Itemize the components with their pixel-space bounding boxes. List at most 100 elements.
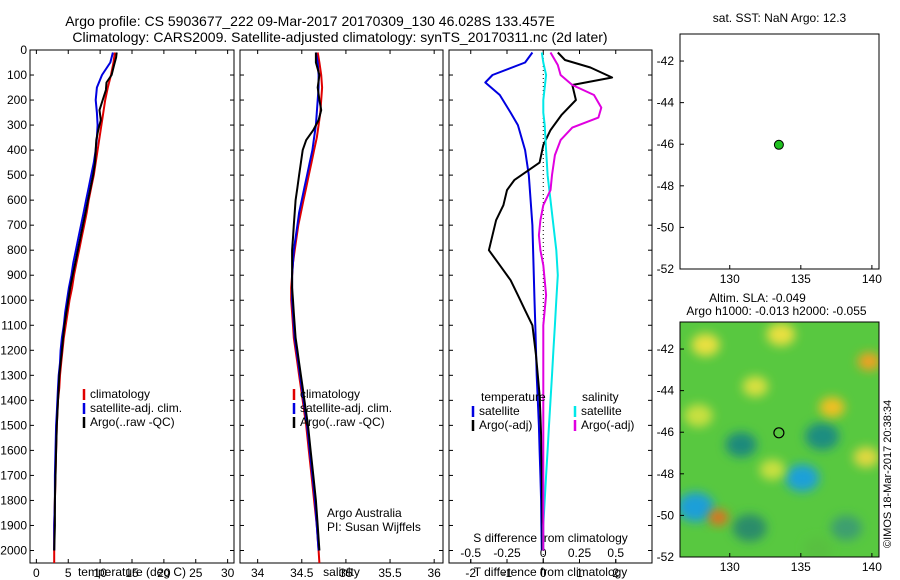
map-panel-2-frame (679, 321, 880, 558)
depth-tick-label: 600 (7, 193, 27, 207)
x-tick-label: 34.5 (290, 566, 314, 580)
depth-tick-label: 1600 (0, 443, 27, 457)
depth-tick-label: 800 (7, 243, 27, 257)
depth-tick-label: 1300 (0, 368, 27, 382)
lon-tick-label: 130 (720, 272, 740, 286)
x-tick-label: 1 (576, 566, 583, 580)
lon-tick-label: 140 (862, 560, 882, 574)
secondary-x-axis-label: S difference from climatology (473, 531, 628, 545)
depth-tick-label: 100 (7, 68, 27, 82)
argo-australia-annotation: Argo Australia (327, 506, 402, 520)
pi-annotation: PI: Susan Wijffels (327, 520, 421, 534)
lon-tick-label: 135 (791, 272, 811, 286)
sla-anomaly-blob (803, 537, 833, 557)
series-line-temperature-argo-adj- (487, 51, 614, 551)
figure-title-line1: Argo profile: CS 5903677_222 09-Mar-2017… (65, 13, 555, 29)
x-tick-label: 10 (93, 566, 107, 580)
sla-panel-title: Altim. SLA: -0.049 (709, 291, 806, 305)
sla-anomaly-blob (680, 492, 715, 522)
depth-tick-label: 1100 (1, 318, 27, 332)
sla-anomaly-blob (785, 464, 820, 492)
series-line-argo-raw-qc- (53, 52, 118, 551)
argo-location-marker (773, 139, 784, 150)
depth-tick-label: 400 (7, 143, 27, 157)
legend-header-salinity: salinity (582, 390, 619, 404)
series-line-salinity-satellite (540, 52, 559, 551)
sla-field (680, 322, 879, 557)
legend-entry: satellite-adj. clim. (90, 401, 182, 415)
sla-anomaly-blob (759, 459, 786, 480)
x-tick-label: 34 (251, 566, 265, 580)
legend-entry: Argo(..raw -QC) (90, 415, 175, 429)
series-line-argo-raw-qc- (291, 52, 323, 551)
depth-tick-label: 2000 (0, 543, 27, 557)
sla-anomaly-blob (766, 323, 796, 346)
depth-tick-label: 1700 (0, 468, 27, 482)
depth-tick-label: 200 (7, 93, 27, 107)
sla-anomaly-blob (857, 352, 879, 371)
legend-header-temperature: temperature (481, 390, 546, 404)
depth-tick-label: 900 (7, 268, 27, 282)
lat-tick-label: -46 (657, 137, 675, 151)
sla-panel-subtitle: Argo h1000: -0.013 h2000: -0.055 (686, 304, 866, 318)
lon-tick-label: 130 (720, 560, 740, 574)
lat-tick-label: -52 (657, 262, 675, 276)
profile-panel-3-frame (448, 49, 653, 564)
legend-entry: Argo(-adj) (479, 418, 532, 432)
argo-location-marker (773, 427, 785, 439)
sla-anomaly-blob (853, 446, 879, 468)
lat-tick-label: -48 (657, 467, 675, 481)
lat-tick-label: -52 (657, 550, 675, 564)
series-line-salinity-argo-adj- (537, 51, 603, 551)
legend-entry: satellite (581, 404, 622, 418)
x-axis-label: temperature (deg C) (78, 565, 186, 579)
depth-tick-label: 300 (7, 118, 27, 132)
lat-tick-label: -42 (657, 54, 675, 68)
legend-entry: Argo(..raw -QC) (300, 415, 385, 429)
sla-anomaly-blob (830, 515, 862, 541)
sla-anomaly-blob (805, 422, 840, 451)
depth-tick-label: 700 (7, 218, 27, 232)
x-tick-label: 5 (65, 566, 72, 580)
x-tick-label: 30 (221, 566, 235, 580)
lat-tick-label: -50 (657, 508, 675, 522)
x-tick-label: 36 (427, 566, 441, 580)
sla-anomaly-blob (708, 509, 729, 526)
lat-tick-label: -50 (657, 220, 675, 234)
depth-tick-label: 0 (20, 43, 27, 57)
depth-tick-label: 1800 (0, 493, 27, 507)
copyright-timestamp: ©IMOS 18-Mar-2017 20:38:34 (882, 400, 894, 548)
x-axis-label: T difference from climatology (474, 565, 628, 579)
sla-anomaly-blob (691, 333, 720, 357)
lon-tick-label: 135 (791, 560, 811, 574)
lat-tick-label: -48 (657, 179, 675, 193)
legend-entry: satellite-adj. clim. (300, 401, 392, 415)
secondary-x-tick-label: -0.25 (493, 546, 521, 560)
lon-tick-label: 140 (862, 272, 882, 286)
lat-tick-label: -44 (657, 96, 675, 110)
x-tick-label: 2 (612, 566, 619, 580)
x-axis-label: salinity (323, 565, 360, 579)
x-tick-label: -2 (465, 566, 476, 580)
sla-anomaly-blob (725, 432, 757, 458)
depth-tick-label: 500 (7, 168, 27, 182)
x-tick-label: -1 (502, 566, 513, 580)
sla-anomaly-blob (732, 514, 767, 542)
lat-tick-label: -42 (657, 342, 675, 356)
x-tick-label: 35.5 (378, 566, 402, 580)
secondary-x-tick-label: 0.25 (568, 546, 592, 560)
depth-tick-label: 1200 (0, 343, 27, 357)
depth-tick-label: 1500 (0, 418, 27, 432)
legend-entry: satellite (479, 404, 520, 418)
depth-tick-label: 1900 (0, 518, 27, 532)
profile-panel-2-frame (239, 49, 444, 564)
sst-panel-title: sat. SST: NaN Argo: 12.3 (713, 11, 847, 25)
map-panel-1-frame (679, 33, 880, 270)
depth-tick-label: 1000 (0, 293, 27, 307)
legend-entry: Argo(-adj) (581, 418, 634, 432)
x-tick-label: 35 (339, 566, 353, 580)
secondary-x-tick-label: 0 (540, 546, 547, 560)
sla-anomaly-blob (742, 376, 769, 397)
secondary-x-tick-label: -0.5 (460, 546, 481, 560)
